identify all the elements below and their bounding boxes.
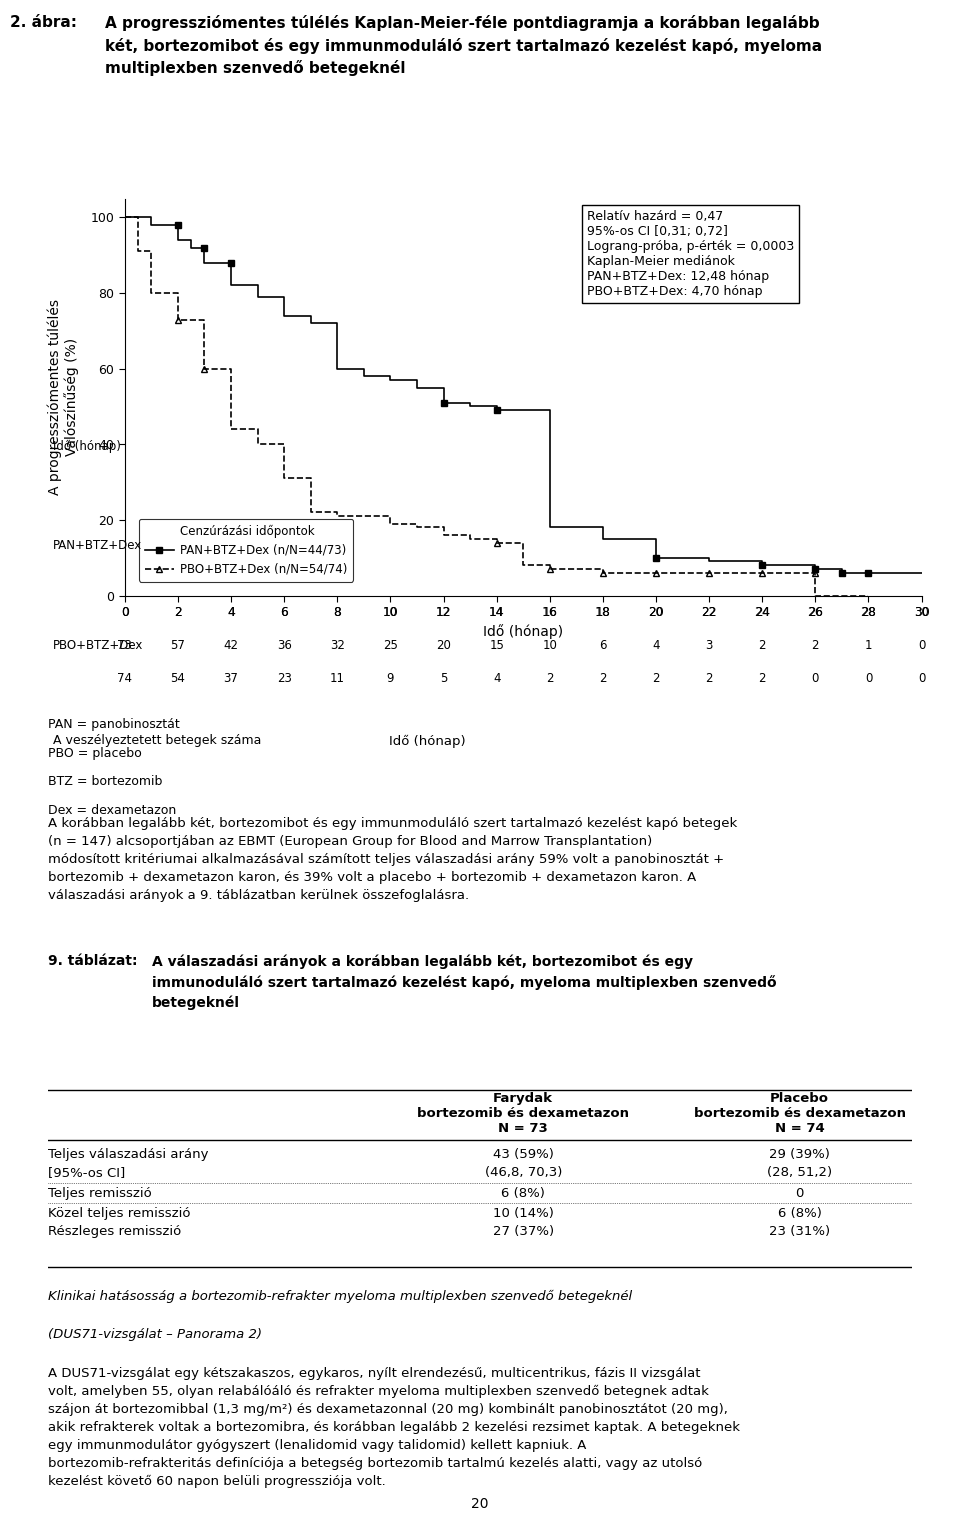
Text: 18: 18: [595, 606, 611, 618]
Text: 0: 0: [121, 606, 129, 618]
X-axis label: Idő (hónap): Idő (hónap): [483, 625, 564, 640]
Text: 30: 30: [914, 606, 929, 618]
Legend: Cenzúrázási időpontok, PAN+BTZ+Dex (n/N=44/73), PBO+BTZ+Dex (n/N=54/74): Cenzúrázási időpontok, PAN+BTZ+Dex (n/N=…: [138, 519, 353, 582]
Text: 6: 6: [599, 638, 607, 652]
Text: 22: 22: [702, 606, 716, 618]
Text: 2: 2: [811, 638, 819, 652]
Text: 4: 4: [228, 606, 235, 618]
Text: A veszélyeztetett betegek száma: A veszélyeztetett betegek száma: [53, 734, 261, 748]
Text: 16: 16: [542, 606, 557, 618]
Text: 6: 6: [280, 606, 288, 618]
Text: 12: 12: [436, 606, 451, 618]
Text: Teljes válaszadási arány: Teljes válaszadási arány: [48, 1148, 208, 1162]
Text: 27 (37%): 27 (37%): [492, 1225, 554, 1238]
Text: 2: 2: [546, 672, 554, 684]
Text: N = 74: N = 74: [775, 1122, 825, 1135]
Text: PBO = placebo: PBO = placebo: [48, 747, 142, 759]
Text: 2: 2: [174, 606, 181, 618]
Text: 0: 0: [811, 672, 819, 684]
Text: (46,8, 70,3): (46,8, 70,3): [485, 1167, 562, 1179]
Text: 37: 37: [224, 672, 238, 684]
Text: 2: 2: [758, 672, 766, 684]
Text: 10 (14%): 10 (14%): [492, 1208, 554, 1220]
Text: 5: 5: [440, 672, 447, 684]
Text: 54: 54: [171, 672, 185, 684]
Text: BTZ = bortezomib: BTZ = bortezomib: [48, 776, 162, 788]
Text: 20: 20: [436, 638, 451, 652]
Text: bortezomib és dexametazon: bortezomib és dexametazon: [694, 1107, 905, 1121]
Text: 0: 0: [865, 672, 873, 684]
Text: 10: 10: [383, 606, 397, 618]
Text: 23 (31%): 23 (31%): [769, 1225, 830, 1238]
Text: PBO+BTZ+Dex: PBO+BTZ+Dex: [53, 638, 143, 652]
Text: 2. ábra:: 2. ábra:: [10, 15, 77, 31]
Text: 43 (59%): 43 (59%): [492, 1148, 554, 1162]
Text: 23: 23: [276, 672, 292, 684]
Text: Részleges remisszió: Részleges remisszió: [48, 1225, 181, 1238]
Text: 2: 2: [706, 672, 713, 684]
Text: 25: 25: [383, 638, 397, 652]
Text: 9. táblázat:: 9. táblázat:: [48, 954, 137, 968]
Text: 26: 26: [808, 606, 823, 618]
Text: A korábban legalább két, bortezomibot és egy immunmoduláló szert tartalmazó keze: A korábban legalább két, bortezomibot és…: [48, 817, 737, 902]
Text: 2: 2: [599, 672, 607, 684]
Text: Placebo: Placebo: [770, 1092, 829, 1106]
Text: 15: 15: [490, 638, 504, 652]
Text: 10: 10: [542, 638, 557, 652]
Text: 11: 11: [330, 672, 345, 684]
Text: 4: 4: [652, 638, 660, 652]
Text: 20: 20: [471, 1496, 489, 1512]
Text: N = 73: N = 73: [498, 1122, 548, 1135]
Text: Farydak: Farydak: [493, 1092, 553, 1106]
Text: Klinikai hatásosság a bortezomib-refrakter myeloma multiplexben szenvedő betegek: Klinikai hatásosság a bortezomib-refrakt…: [48, 1290, 632, 1304]
Text: 6 (8%): 6 (8%): [778, 1208, 822, 1220]
Text: Dex = dexametazon: Dex = dexametazon: [48, 805, 177, 817]
Text: A válaszadási arányok a korábban legalább két, bortezomibot és egy
immunoduláló : A válaszadási arányok a korábban legaláb…: [152, 954, 777, 1009]
Text: Idő (hónap): Idő (hónap): [53, 440, 121, 454]
Text: 20: 20: [649, 606, 663, 618]
Text: Idő (hónap): Idő (hónap): [389, 734, 466, 748]
Text: 6 (8%): 6 (8%): [501, 1186, 545, 1200]
Text: Közel teljes remisszió: Közel teljes remisszió: [48, 1208, 190, 1220]
Text: 8: 8: [333, 606, 341, 618]
Text: PAN = panobinosztát: PAN = panobinosztát: [48, 718, 180, 731]
Text: 42: 42: [224, 638, 238, 652]
Text: bortezomib és dexametazon: bortezomib és dexametazon: [418, 1107, 629, 1121]
Text: 9: 9: [387, 672, 395, 684]
Text: 2: 2: [758, 638, 766, 652]
Text: Teljes remisszió: Teljes remisszió: [48, 1186, 152, 1200]
Text: (DUS71-vizsgálat – Panorama 2): (DUS71-vizsgálat – Panorama 2): [48, 1328, 262, 1342]
Text: 32: 32: [330, 638, 345, 652]
Text: A progressziómentes túlélés Kaplan-Meier-féle pontdiagramja a korábban legalább
: A progressziómentes túlélés Kaplan-Meier…: [105, 15, 822, 76]
Text: Relatív hazárd = 0,47
95%-os CI [0,31; 0,72]
Lograng-próba, p-érték = 0,0003
Kap: Relatív hazárd = 0,47 95%-os CI [0,31; 0…: [587, 211, 794, 298]
Text: 0: 0: [796, 1186, 804, 1200]
Text: 2: 2: [652, 672, 660, 684]
Text: 1: 1: [865, 638, 873, 652]
Text: 36: 36: [276, 638, 292, 652]
Text: 57: 57: [171, 638, 185, 652]
Text: 73: 73: [117, 638, 132, 652]
Text: 0: 0: [918, 638, 925, 652]
Text: 74: 74: [117, 672, 132, 684]
Text: 29 (39%): 29 (39%): [769, 1148, 830, 1162]
Text: PAN+BTZ+Dex: PAN+BTZ+Dex: [53, 539, 142, 553]
Y-axis label: A progressziómentes túlélés
Valószínűség (%): A progressziómentes túlélés Valószínűség…: [48, 299, 80, 495]
Text: 14: 14: [490, 606, 504, 618]
Text: (28, 51,2): (28, 51,2): [767, 1167, 832, 1179]
Text: 4: 4: [492, 672, 500, 684]
Text: 3: 3: [706, 638, 713, 652]
Text: A DUS71-vizsgálat egy kétszakaszos, egykaros, nyílt elrendezésű, multicentrikus,: A DUS71-vizsgálat egy kétszakaszos, egyk…: [48, 1367, 740, 1489]
Text: 28: 28: [861, 606, 876, 618]
Text: 0: 0: [918, 672, 925, 684]
Text: [95%-os CI]: [95%-os CI]: [48, 1167, 125, 1179]
Text: 24: 24: [755, 606, 770, 618]
